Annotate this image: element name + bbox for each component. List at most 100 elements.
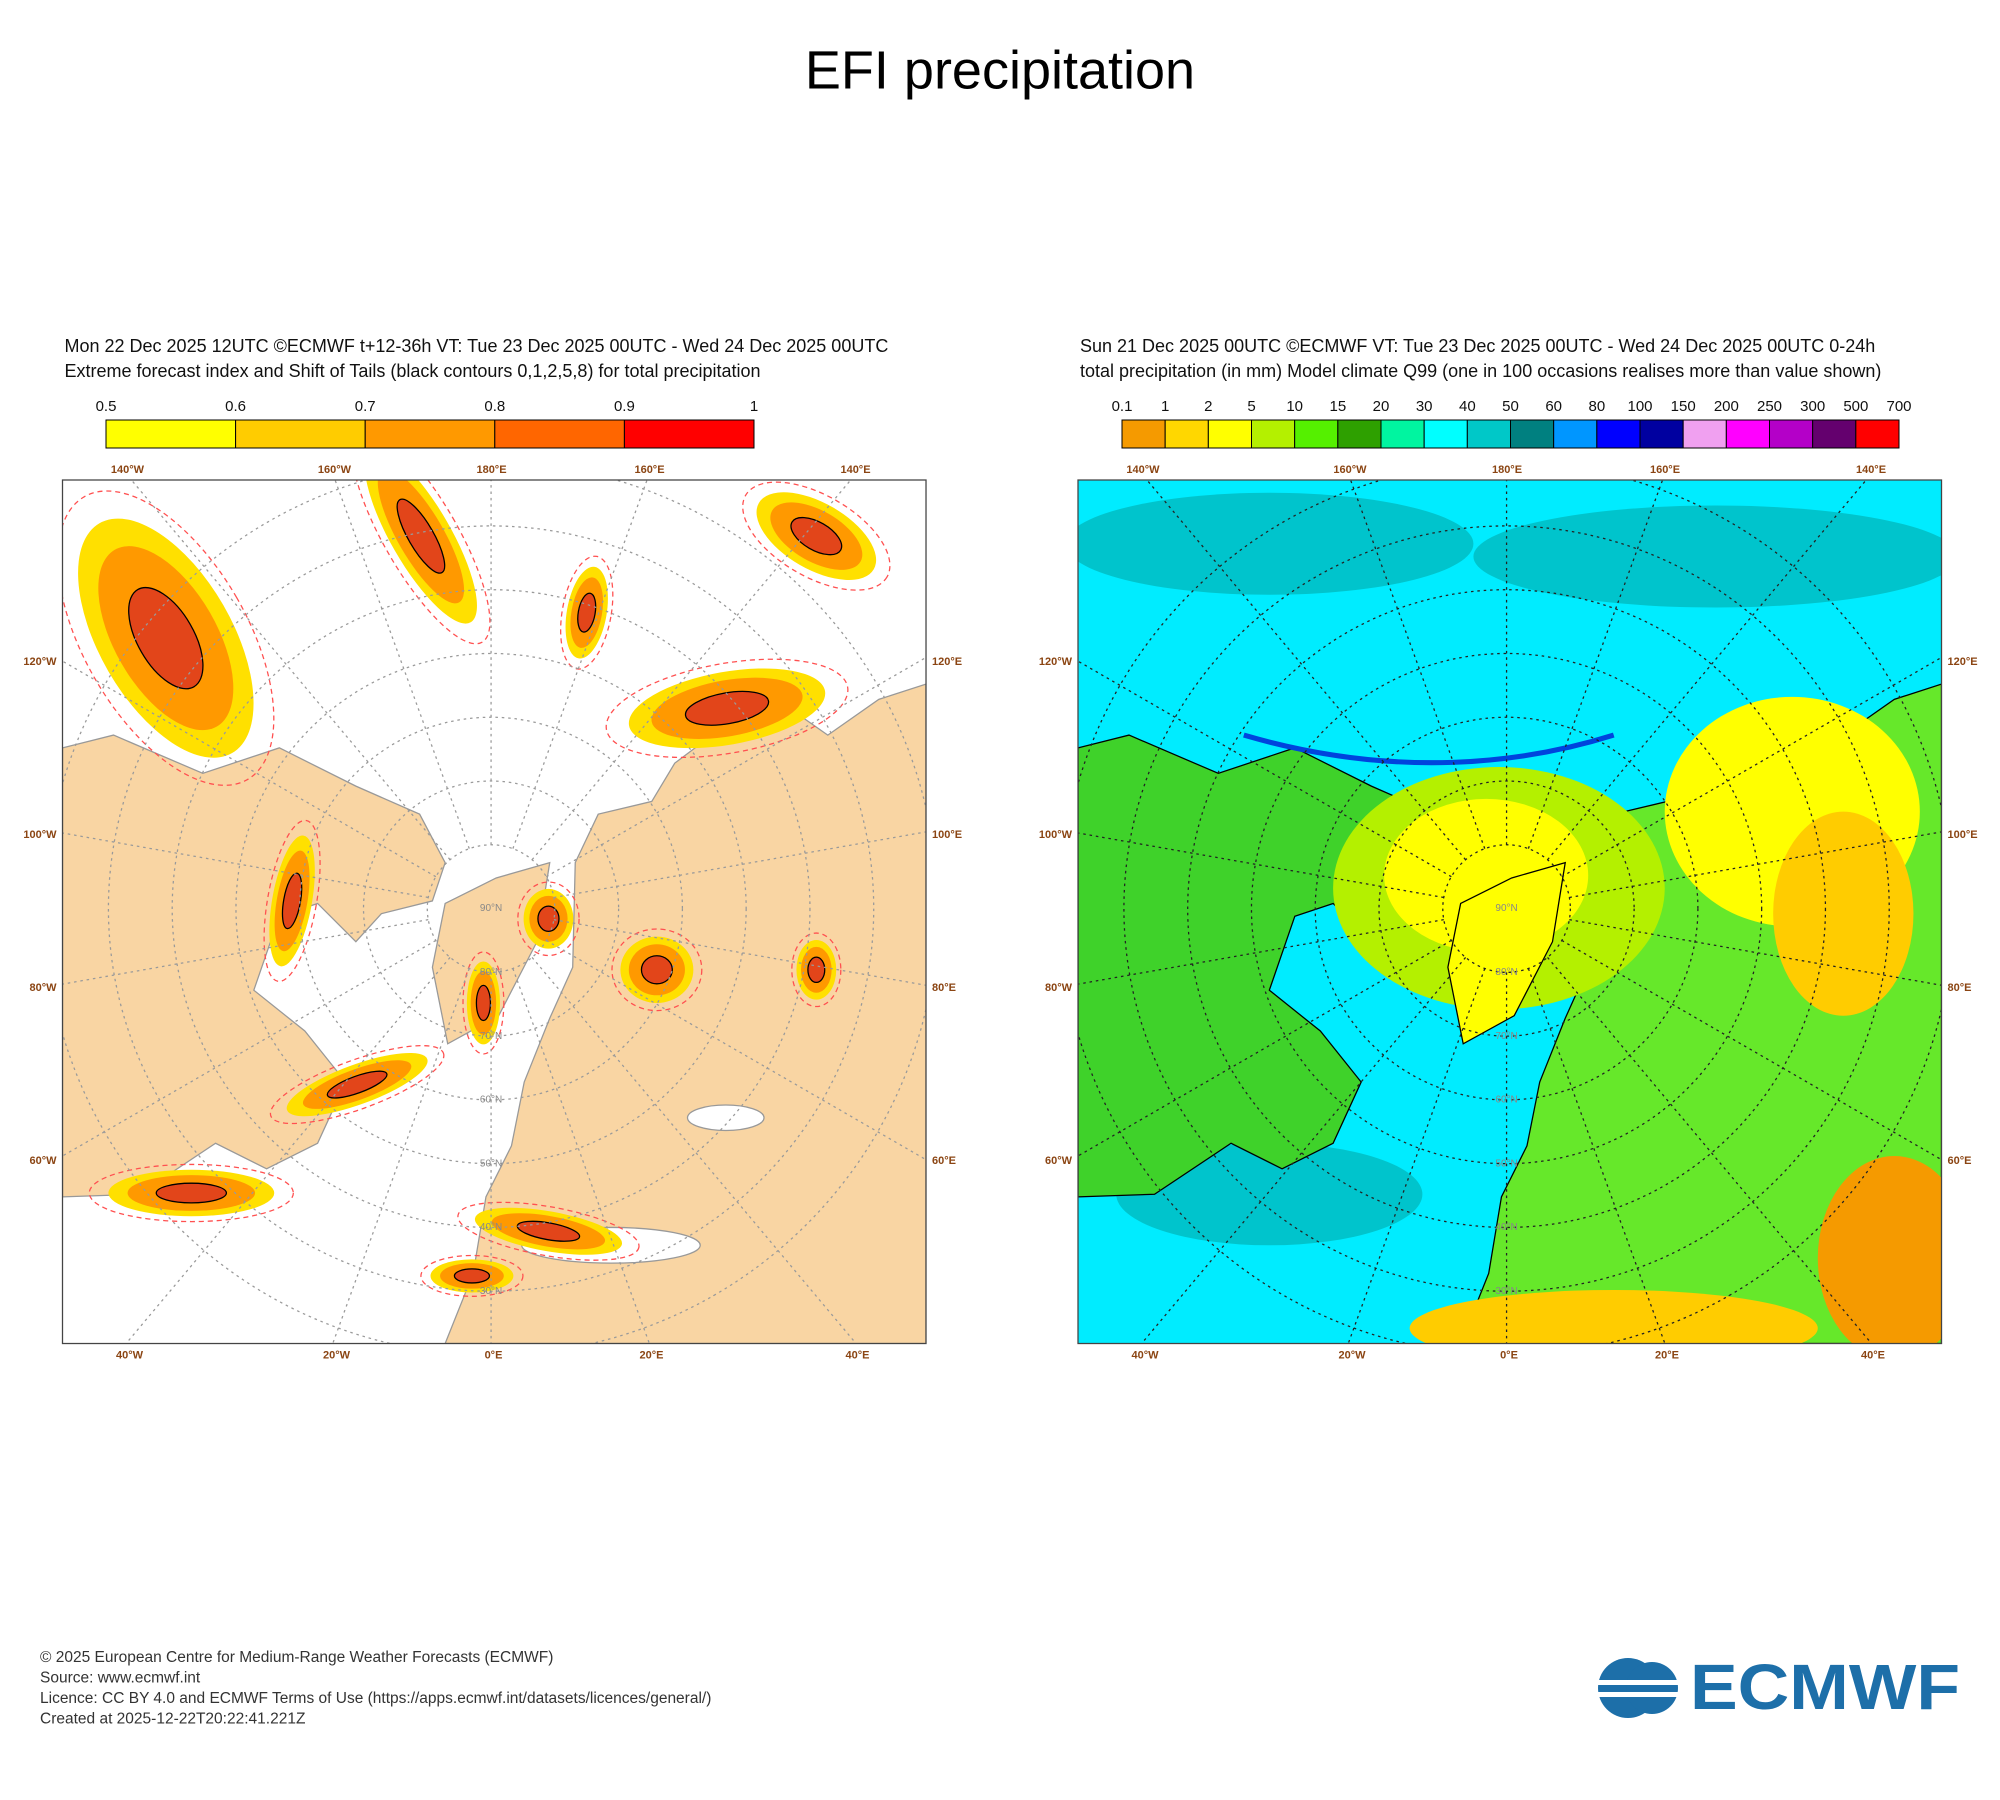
meridian [1140, 957, 1467, 1344]
colorbar-label: 0.6 [225, 398, 246, 415]
lon-label: 120°W [1039, 656, 1073, 668]
sot-contour [807, 956, 826, 984]
sot-contour [684, 690, 770, 726]
map-body [62, 480, 927, 1344]
lon-label: 120°E [932, 656, 962, 668]
lat-label: 50°N [1495, 1158, 1517, 1169]
footer-line: Source: www.ecmwf.int [40, 1670, 201, 1687]
title: EFI precipitation [805, 40, 1195, 100]
lat-label: 50°N [480, 1158, 502, 1169]
colorbar-box [235, 419, 366, 449]
colorbar-label: 0.5 [96, 398, 117, 415]
colorbar-box [1380, 419, 1425, 449]
footer-line: Created at 2025-12-22T20:22:41.221Z [40, 1711, 305, 1728]
latitude-circle [1250, 652, 1763, 1165]
efi-contour [269, 1045, 445, 1125]
colorbar-label: 2 [1204, 398, 1212, 415]
meridian [125, 957, 451, 1344]
colorbar-box [364, 419, 496, 449]
field-gold [1773, 811, 1914, 1016]
lon-label: 20°W [323, 1350, 351, 1362]
lat-label: 30°N [480, 1286, 502, 1297]
sot-contour [453, 1268, 491, 1284]
sot-contour [128, 586, 204, 690]
colorbar-label: 150 [1671, 398, 1696, 415]
colorbar-box [623, 419, 755, 449]
colorbar-box [1553, 419, 1598, 449]
colorbar-label: 50 [1502, 398, 1519, 415]
logo-bar [1598, 1692, 1678, 1697]
sot-contour [475, 984, 492, 1022]
lon-label: 0°E [1500, 1350, 1518, 1362]
colorbar-label: 15 [1329, 398, 1346, 415]
lon-label: 80°W [29, 982, 57, 994]
lon-label: 60°W [29, 1155, 57, 1167]
meridian [531, 957, 857, 1344]
lon-label: 160°W [318, 464, 352, 476]
lon-label: 80°E [932, 982, 956, 994]
lon-label: 140°W [1126, 464, 1160, 476]
colorbar-box [1812, 419, 1857, 449]
lon-label: 40°E [1861, 1350, 1885, 1362]
colorbar-box [1337, 419, 1382, 449]
colorbar-label: 10 [1286, 398, 1303, 415]
efi-contour [62, 490, 275, 786]
lon-label: 180°E [1492, 464, 1522, 476]
land-north-america [62, 734, 446, 1198]
logo-mark [1626, 1662, 1678, 1714]
meridian [1547, 480, 1868, 861]
footer-line: © 2025 European Centre for Medium-Range … [40, 1649, 553, 1666]
lat-label: 30°N [1495, 1286, 1517, 1297]
colorbar-label: 0.9 [614, 398, 635, 415]
meridian [1561, 656, 1942, 878]
efi-contour [605, 658, 849, 759]
sot-contour [396, 498, 446, 574]
colorbar-label: 1 [1161, 398, 1169, 415]
efi-contour [351, 480, 491, 645]
colorbar-label: 250 [1757, 398, 1782, 415]
lon-label: 60°E [932, 1155, 956, 1167]
lon-label: 140°W [111, 464, 145, 476]
map-frame [1077, 479, 1943, 1345]
colorbar-label: 60 [1545, 398, 1562, 415]
efi-areas [62, 480, 891, 1297]
efi-contour [611, 928, 703, 1012]
efi-contour [457, 1201, 640, 1261]
lat-label: 70°N [480, 1031, 502, 1042]
colorbar-box [1769, 419, 1814, 449]
lon-label: 40°W [116, 1350, 144, 1362]
logo-text: ECMWF [1690, 1651, 1960, 1723]
colorbar-box [1855, 419, 1900, 449]
colorbar-label: 0.8 [484, 398, 505, 415]
land-greenland [1447, 861, 1567, 1045]
lon-label: 100°E [1948, 829, 1978, 841]
lon-label: 120°W [23, 656, 57, 668]
lon-label: 160°E [1650, 464, 1680, 476]
colorbar-box [1251, 419, 1296, 449]
colorbar-box [1639, 419, 1684, 449]
inland-sea [686, 1104, 765, 1132]
colorbar-label: 30 [1416, 398, 1433, 415]
sot-contour [155, 1182, 228, 1204]
panel-header: Sun 21 Dec 2025 00UTC ©ECMWF VT: Tue 23 … [1080, 336, 1875, 356]
field-gold [1409, 1289, 1818, 1344]
sot-contour [537, 905, 560, 933]
graticule [62, 480, 927, 1344]
field-orange [1817, 1156, 1942, 1344]
lat-label: 80°N [1495, 967, 1517, 978]
colorbar-label: 300 [1800, 398, 1825, 415]
colorbar-label: 40 [1459, 398, 1476, 415]
meridian [130, 480, 451, 861]
colorbar-box [1682, 419, 1727, 449]
lon-label: 20°E [1655, 1350, 1679, 1362]
colorbar-box [1121, 419, 1166, 449]
efi-contour [462, 951, 505, 1055]
lon-label: 140°E [1856, 464, 1886, 476]
colorbar-label: 5 [1247, 398, 1255, 415]
map-frame [61, 479, 927, 1345]
lon-label: 60°W [1045, 1155, 1073, 1167]
colorbar-label: 0.7 [355, 398, 376, 415]
efi-map [61, 479, 927, 1345]
colorbar-box [1164, 419, 1209, 449]
